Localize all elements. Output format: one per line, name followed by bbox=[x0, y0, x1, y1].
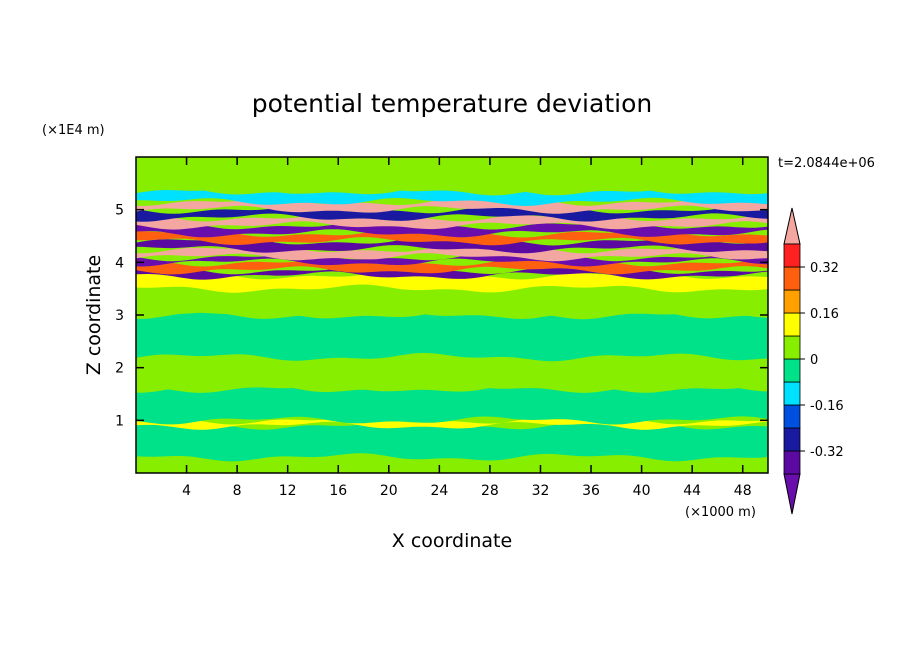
colorbar-swatch bbox=[783, 312, 801, 337]
colorbar: 0.32 0.16 0 -0.16 -0.32 bbox=[783, 207, 844, 515]
colorbar-max-triangle bbox=[783, 207, 801, 245]
contour-band bbox=[136, 271, 768, 293]
y-ticks: 1 2 3 4 5 bbox=[115, 203, 768, 429]
x-tick-label: 4 bbox=[182, 483, 191, 499]
colorbar-swatch bbox=[783, 335, 801, 360]
colorbar-swatch bbox=[783, 289, 801, 314]
colorbar-swatch bbox=[783, 358, 801, 383]
x-ticks: 4 8 12 16 20 24 28 32 36 40 44 48 bbox=[182, 157, 752, 499]
colorbar-label: -0.32 bbox=[810, 445, 844, 460]
colorbar-min-triangle bbox=[783, 473, 801, 515]
colorbar-swatch bbox=[783, 450, 801, 475]
contour-band bbox=[136, 353, 768, 393]
colorbar-swatch bbox=[783, 381, 801, 406]
x-scale-label: (×1000 m) bbox=[685, 505, 756, 520]
contour-band bbox=[136, 453, 768, 473]
colorbar-swatch bbox=[783, 243, 801, 268]
x-tick-label: 24 bbox=[430, 483, 448, 499]
x-tick-label: 8 bbox=[233, 483, 242, 499]
colorbar-swatch bbox=[783, 404, 801, 429]
x-tick-label: 48 bbox=[734, 483, 752, 499]
x-tick-label: 44 bbox=[683, 483, 701, 499]
x-tick-label: 20 bbox=[380, 483, 398, 499]
x-axis-title: X coordinate bbox=[392, 530, 512, 552]
y-axis-title: Z coordinate bbox=[83, 255, 105, 375]
y-tick-label: 3 bbox=[115, 308, 124, 324]
y-tick-label: 5 bbox=[115, 203, 124, 219]
y-tick-label: 1 bbox=[115, 413, 124, 429]
contour-band bbox=[136, 284, 768, 319]
x-tick-label: 36 bbox=[582, 483, 600, 499]
contour-band bbox=[136, 237, 768, 254]
colorbar-label: 0 bbox=[810, 353, 818, 368]
x-tick-label: 28 bbox=[481, 483, 499, 499]
x-tick-label: 12 bbox=[279, 483, 297, 499]
x-tick-label: 32 bbox=[532, 483, 550, 499]
colorbar-swatch bbox=[783, 266, 801, 291]
x-tick-label: 16 bbox=[329, 483, 347, 499]
contour-band bbox=[136, 187, 768, 206]
colorbar-swatch bbox=[783, 427, 801, 452]
chart-title: potential temperature deviation bbox=[252, 89, 652, 118]
contour-band bbox=[136, 384, 768, 425]
x-tick-label: 40 bbox=[633, 483, 651, 499]
contour-band bbox=[136, 229, 768, 246]
colorbar-label: -0.16 bbox=[810, 399, 844, 414]
y-tick-label: 2 bbox=[115, 361, 124, 377]
contour-band bbox=[136, 311, 768, 362]
time-label: t=2.0844e+06 bbox=[778, 156, 875, 171]
contour-field bbox=[136, 157, 768, 473]
y-tick-label: 4 bbox=[115, 255, 124, 271]
colorbar-label: 0.16 bbox=[810, 307, 839, 322]
colorbar-label: 0.32 bbox=[810, 261, 839, 276]
contour-band bbox=[136, 421, 768, 462]
y-scale-label: (×1E4 m) bbox=[42, 123, 105, 138]
contour-band bbox=[136, 157, 768, 196]
